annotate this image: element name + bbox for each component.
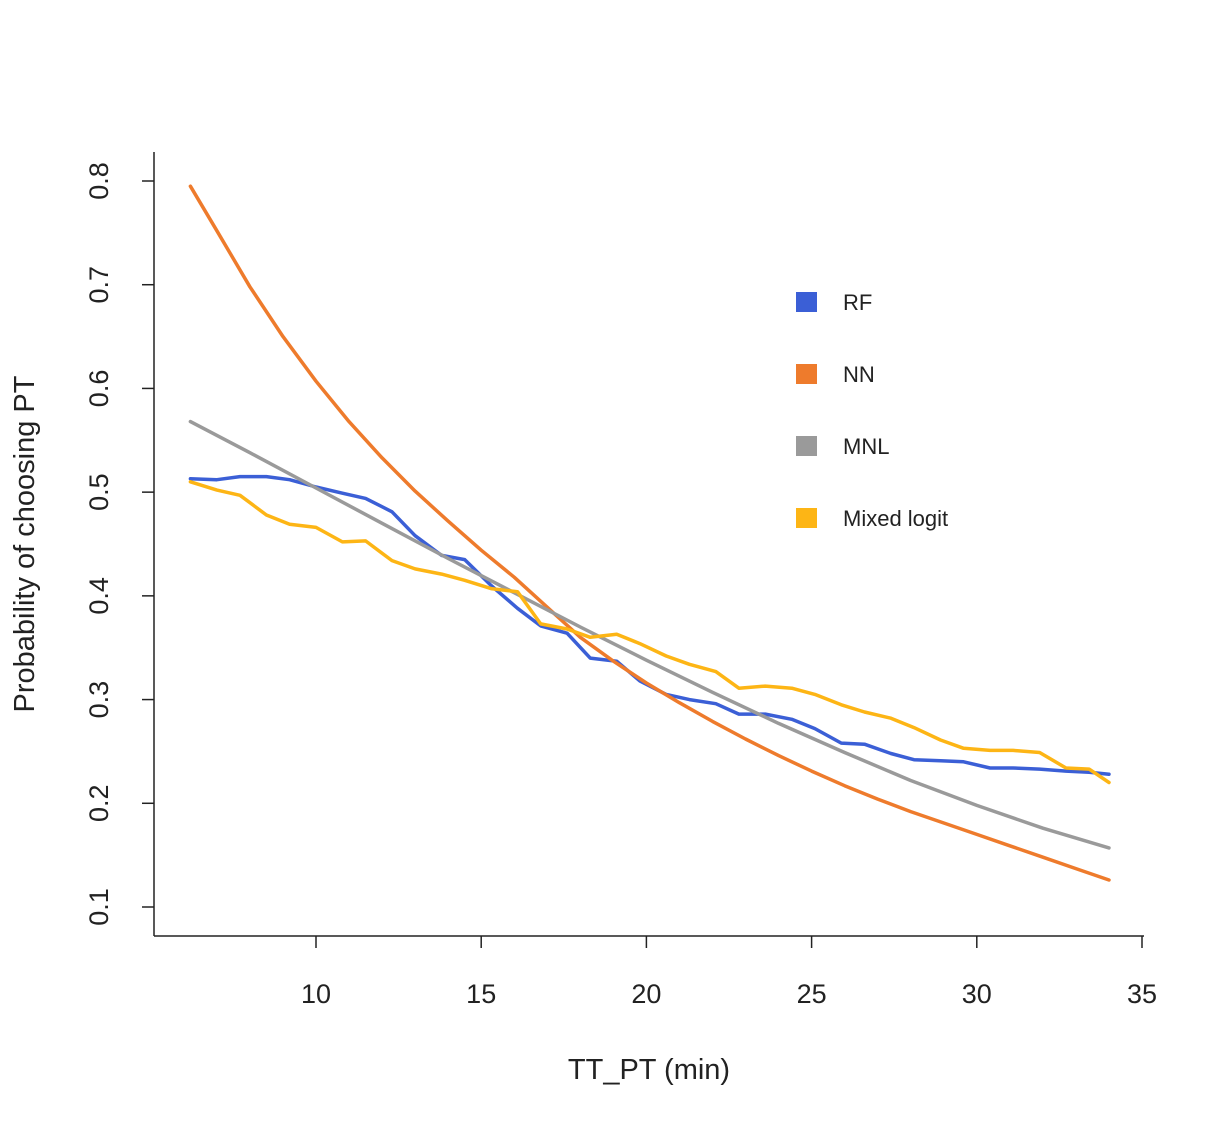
legend-swatch-mixed-logit [796,508,817,528]
x-axis-label: TT_PT (min) [568,1054,730,1086]
legend: RF NN MNL Mixed logit [796,290,948,531]
y-ticks: 0.1 0.2 0.3 0.4 0.5 0.6 0.7 0.8 [84,162,154,926]
series-line-nn [188,184,1111,882]
y-tick-label: 0.7 [84,266,114,304]
series-lines [188,184,1111,882]
legend-swatch-rf [796,292,817,312]
legend-label-nn: NN [843,362,875,387]
x-ticks: 10 15 20 25 30 35 [301,936,1157,1009]
x-tick-label: 15 [466,979,496,1009]
axes [153,152,1144,937]
series-line-mixed-logit [188,480,1111,785]
legend-swatch-mnl [796,436,817,456]
y-tick-label: 0.6 [84,370,114,408]
legend-label-mnl: MNL [843,434,889,459]
x-tick-label: 25 [797,979,827,1009]
y-tick-label: 0.5 [84,473,114,511]
y-tick-label: 0.4 [84,577,114,615]
series-line-mnl [188,419,1111,850]
y-tick-label: 0.2 [84,785,114,823]
series-line-rf [188,474,1111,776]
x-tick-label: 10 [301,979,331,1009]
y-tick-label: 0.8 [84,162,114,200]
x-tick-label: 35 [1127,979,1157,1009]
x-tick-label: 20 [631,979,661,1009]
y-tick-label: 0.3 [84,681,114,719]
y-tick-label: 0.1 [84,888,114,926]
legend-label-rf: RF [843,290,872,315]
legend-swatch-nn [796,364,817,384]
legend-label-mixed-logit: Mixed logit [843,506,948,531]
y-axis-label: Probability of choosing PT [9,375,41,712]
x-tick-label: 30 [962,979,992,1009]
